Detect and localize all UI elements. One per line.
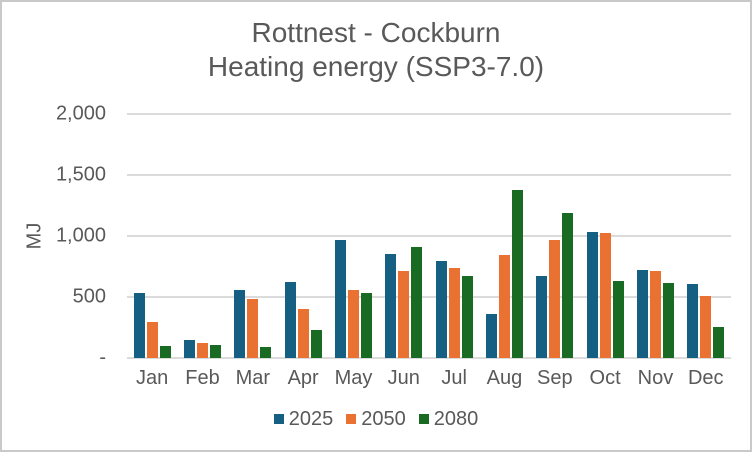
bar-2080-mar [260,347,272,358]
month-group-sep: Sep [536,114,574,389]
bar-cluster-sep [536,114,574,358]
bar-cluster-may [334,114,372,358]
bar-2080-aug [511,189,523,358]
bar-2050-feb [196,343,208,358]
bar-2080-jan [159,345,171,358]
bar-2080-nov [662,282,674,358]
gridline-2000 [127,113,731,115]
bar-2080-may [360,292,372,358]
x-tick-label-mar: Mar [235,367,271,389]
legend-swatch-2080 [418,414,429,424]
bar-2025-feb [183,340,195,358]
bar-cluster-aug [485,114,523,358]
month-group-dec: Dec [687,114,725,389]
month-group-mar: Mar [234,114,272,389]
bar-2080-dec [713,326,725,358]
bar-2025-sep [536,276,548,358]
bar-2025-nov [636,270,648,358]
x-tick-label-nov: Nov [637,367,674,389]
bar-2025-aug [485,314,497,358]
bar-cluster-dec [687,114,725,358]
bar-2050-oct [599,232,611,358]
bar-2050-jun [398,271,410,358]
plot-area: Jan Feb Mar Apr May Jun Jul Aug Sep Oct Nov Dec [127,113,731,389]
x-tick-label-aug: Aug [486,367,523,389]
bar-cluster-jun [385,114,423,358]
month-group-apr: Apr [284,114,322,389]
x-tick-label-jan: Jan [136,367,169,389]
month-group-may: May [334,114,372,389]
bar-2080-jul [461,276,473,358]
bar-cluster-feb [183,114,221,358]
legend-item-2080: 2080 [418,407,479,431]
chart-title: Rottnest - Cockburn Heating energy (SSP3… [2,16,750,84]
bar-2050-nov [649,271,661,358]
bar-2025-jul [435,261,447,358]
legend-label-2080: 2080 [433,407,479,430]
legend-swatch-2050 [346,414,357,424]
bar-cluster-jan [133,114,171,358]
bar-cluster-nov [636,114,674,358]
legend-item-2025: 2025 [273,407,334,431]
legend-label-2050: 2050 [361,407,406,430]
month-group-nov: Nov [636,114,674,389]
bar-2080-oct [612,281,624,358]
month-group-jul: Jul [435,114,473,389]
bar-2025-dec [687,284,699,358]
chart-title-line1: Rottnest - Cockburn [251,17,501,48]
gridline-1500 [127,174,731,176]
bar-cluster-oct [586,114,624,358]
bar-cluster-jul [435,114,473,358]
bar-2080-feb [209,345,221,358]
gridline-500 [127,296,731,298]
month-group-oct: Oct [586,114,624,389]
x-tick-label-oct: Oct [589,367,621,389]
legend-swatch-2025 [273,414,284,424]
month-group-jun: Jun [385,114,423,389]
bar-2050-mar [247,298,259,358]
bar-cluster-mar [234,114,272,358]
x-tick-label-feb: Feb [185,367,220,389]
x-tick-label-apr: Apr [287,367,319,389]
x-tick-label-dec: Dec [687,367,724,389]
month-group-aug: Aug [485,114,523,389]
y-tick-label-2000: 2,000 [55,102,106,125]
bar-groups: Jan Feb Mar Apr May Jun Jul Aug Sep Oct Nov Dec [127,114,731,389]
bar-cluster-apr [284,114,322,358]
bar-2050-may [347,289,359,358]
legend-label-2025: 2025 [288,407,334,430]
legend-item-2050: 2050 [346,408,406,431]
y-tick-label-1000: 1,000 [55,224,106,247]
x-tick-label-jun: Jun [387,367,420,389]
month-group-jan: Jan [133,114,171,389]
bar-2050-dec [700,296,712,358]
chart-title-line2: Heating energy (SSP3-7.0) [207,51,545,82]
bar-2025-mar [234,290,246,358]
x-tick-label-jul: Jul [441,367,467,389]
y-tick-label-500: 500 [72,285,106,308]
bar-2025-may [334,240,346,358]
bar-2025-jan [133,292,145,358]
x-tick-label-sep: Sep [536,367,573,389]
bar-2025-oct [586,231,598,358]
bar-2080-sep [562,213,574,358]
y-tick-label-1500: 1,500 [55,163,106,186]
bar-2025-apr [284,282,296,358]
month-group-feb: Feb [183,114,221,389]
bar-2080-jun [411,246,423,358]
gridline-1000 [127,235,731,237]
x-tick-label-may: May [334,367,373,389]
bar-2050-jan [146,322,158,358]
bar-2080-apr [310,329,322,358]
bar-2050-jul [448,268,460,358]
y-tick-label-0: - [99,346,106,369]
y-axis-tick-labels: 2,000 1,500 1,000 500 - [2,103,106,369]
bar-2050-apr [297,308,309,358]
gridline-0 [127,357,731,359]
legend: 2025 2050 2080 [2,406,750,432]
bar-2025-jun [385,253,397,358]
bar-2050-sep [549,239,561,358]
bar-2050-aug [498,254,510,358]
